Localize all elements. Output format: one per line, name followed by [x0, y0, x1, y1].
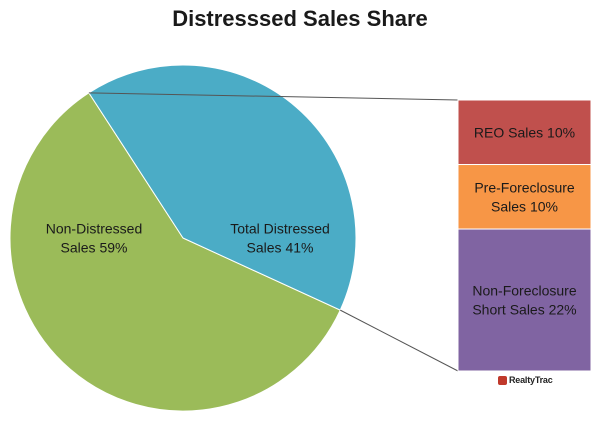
bar-segment-pre-foreclosure	[457, 164, 592, 230]
connector-lines	[88, 92, 459, 372]
bar-label-short-sales: Non-Foreclosure Short Sales 22%	[472, 283, 576, 318]
pie-slice-total-distressed	[88, 64, 357, 311]
breakdown-bar: REO Sales 10% Pre-Foreclosure Sales 10% Non…	[457, 99, 592, 372]
connector-line-bottom	[340, 309, 459, 372]
pie-chart: Non-Distressed Sales 59% Total Distressed S…	[9, 64, 357, 412]
pie-label-total-distressed: Total Distressed Sales 41%	[230, 221, 330, 256]
realtytrac-logo: RealtyTrac	[498, 375, 553, 385]
logo-text: RealtyTrac	[509, 375, 553, 385]
bar-label-reo: REO Sales 10%	[474, 124, 575, 140]
chart-title: Distresssed Sales Share	[172, 6, 428, 31]
pie-label-non-distressed: Non-Distressed Sales 59%	[46, 221, 142, 256]
pie-slice-non-distressed	[9, 92, 341, 412]
bar-label-pre-foreclosure: Pre-Foreclosure Sales 10%	[474, 179, 575, 214]
connector-line-top	[88, 92, 459, 101]
logo-mark-icon	[498, 375, 507, 385]
bar-segment-reo	[457, 99, 592, 166]
bar-segment-short-sales	[457, 228, 592, 372]
